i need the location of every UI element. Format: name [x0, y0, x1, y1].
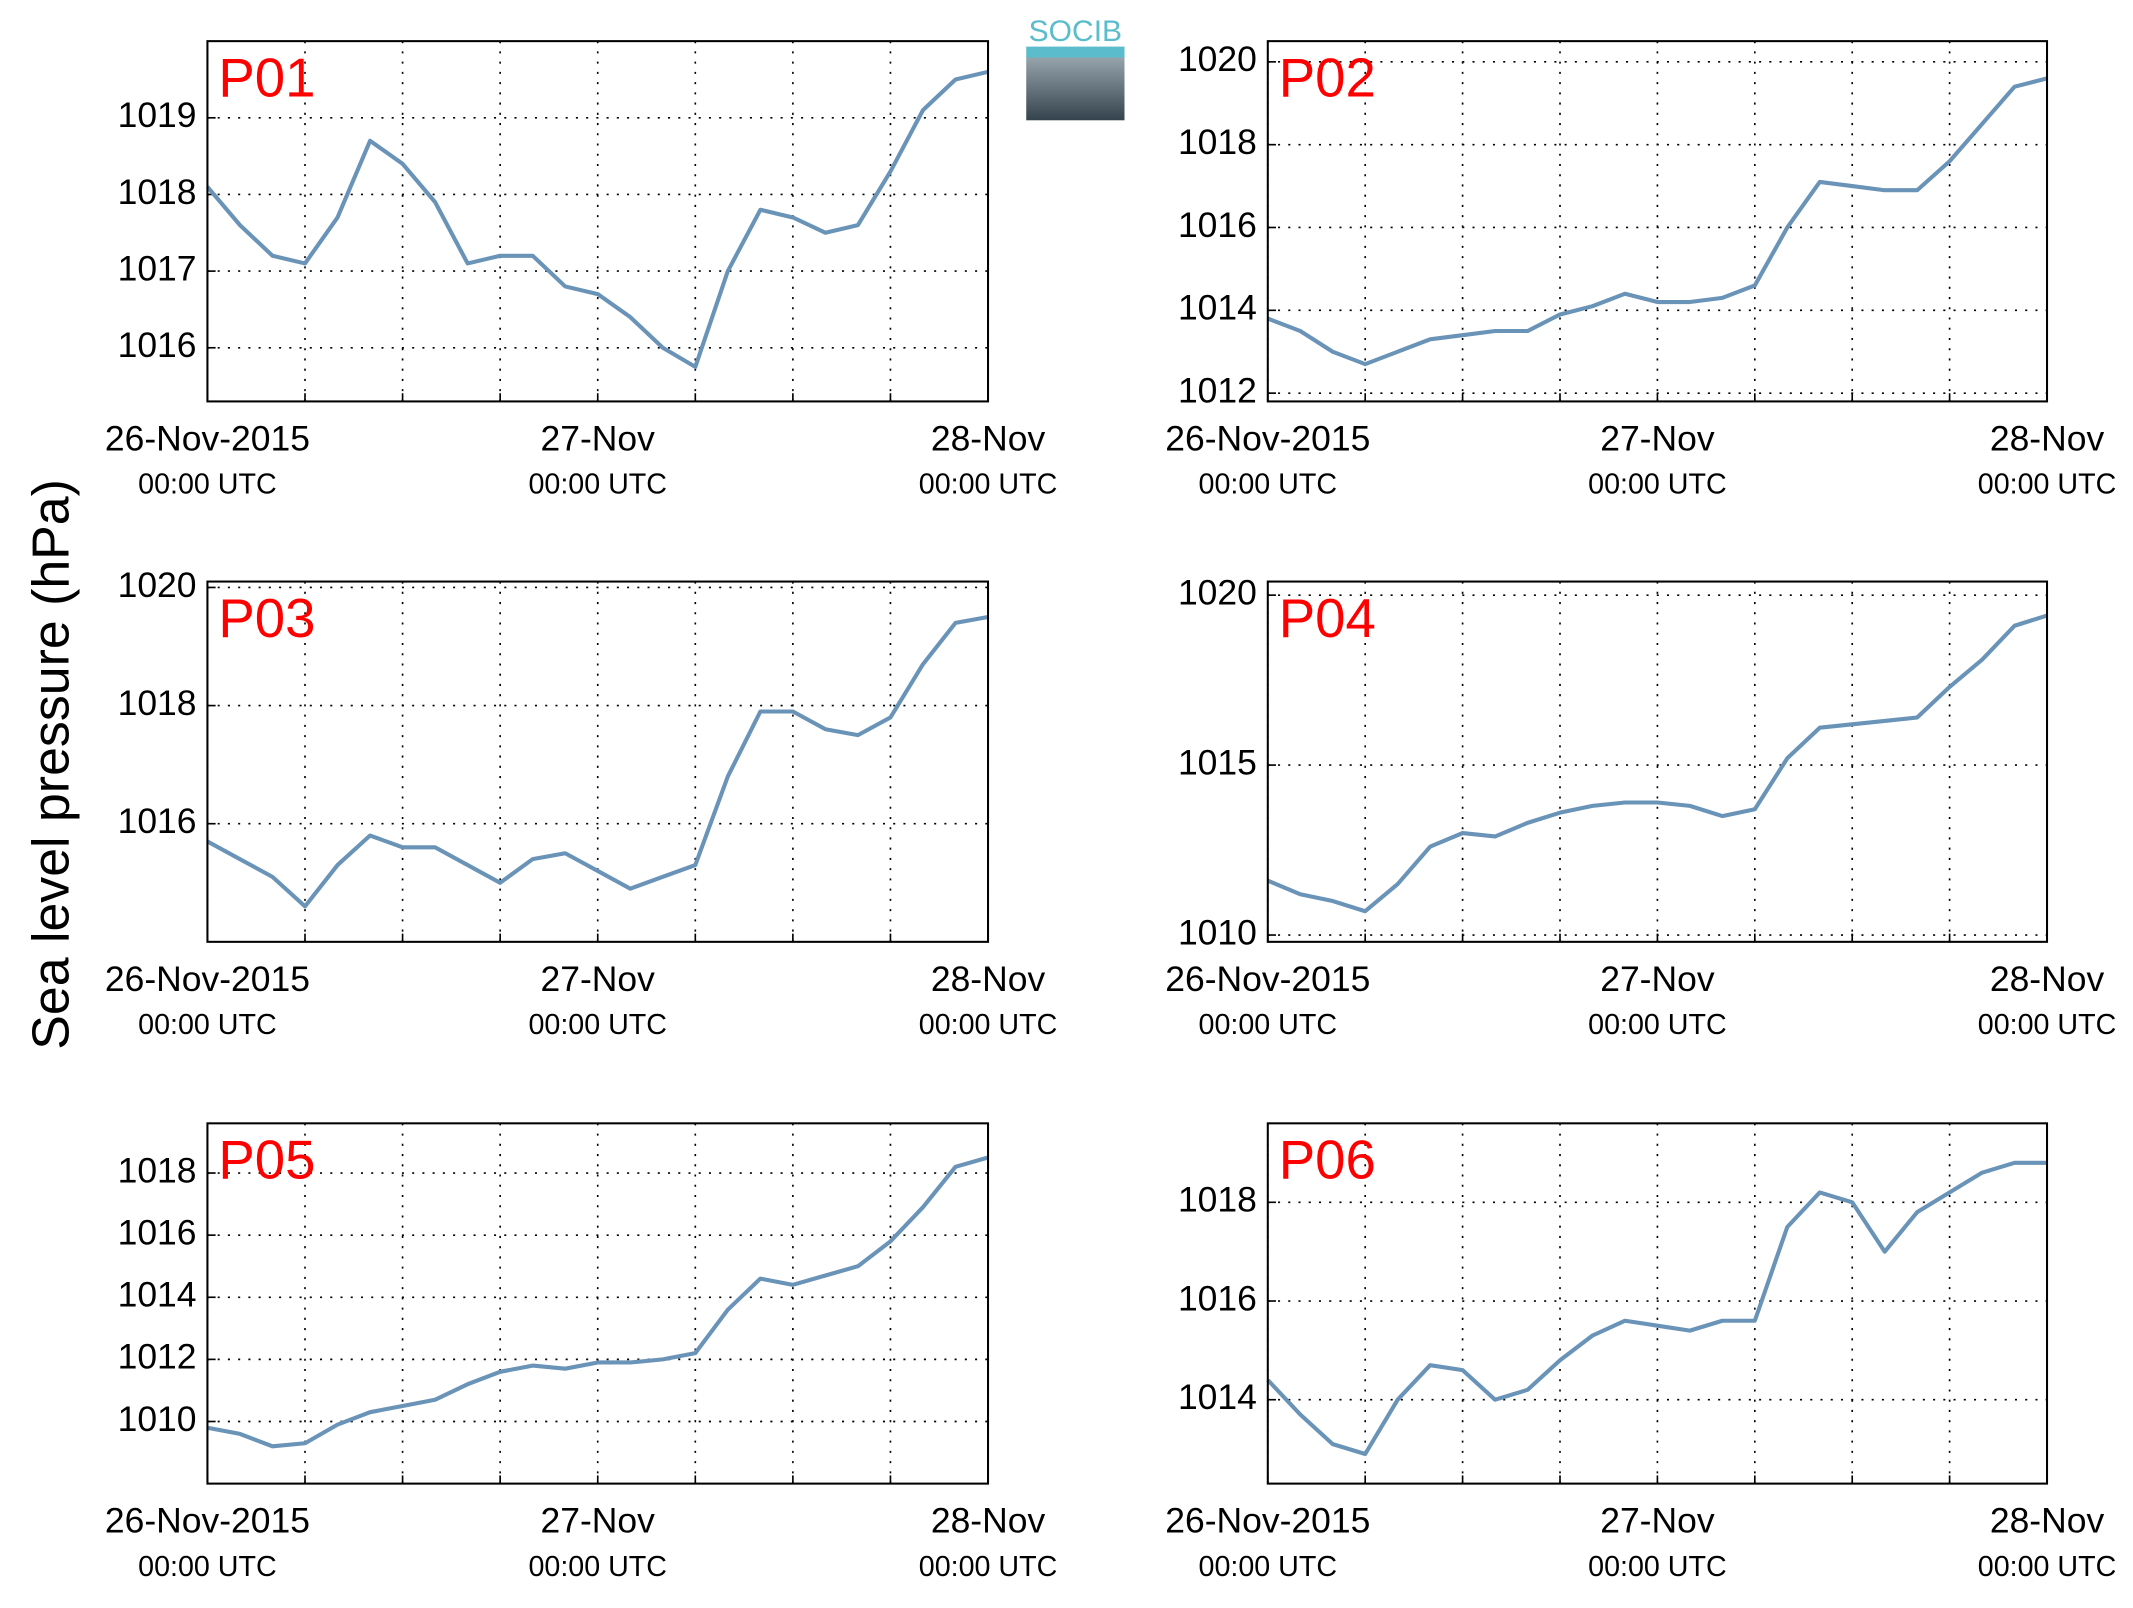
y-tick-label: 1020 — [1178, 39, 1257, 79]
y-tick-label: 1016 — [118, 1213, 197, 1253]
logo-text: SOCIB — [1029, 15, 1122, 48]
x-tick-label: 26-Nov-2015 — [1165, 959, 1370, 999]
y-tick-label: 1012 — [1178, 371, 1257, 411]
x-tick-label: 27-Nov — [1600, 1501, 1715, 1541]
x-tick-sublabel: 00:00 UTC — [528, 1009, 667, 1041]
data-line — [206, 614, 989, 909]
y-tick-label: 1010 — [118, 1399, 197, 1439]
y-tick-label: 1018 — [118, 172, 197, 212]
panel-title: P01 — [218, 48, 315, 109]
x-tick-label: 26-Nov-2015 — [105, 418, 310, 458]
plot-frame — [1266, 40, 2049, 403]
x-tick-label: 28-Nov — [931, 959, 1046, 999]
logo-block — [1026, 54, 1125, 121]
y-tick-label: 1015 — [1178, 742, 1257, 782]
x-tick-sublabel: 00:00 UTC — [1199, 469, 1338, 501]
x-tick-sublabel: 00:00 UTC — [1978, 1009, 2117, 1041]
data-line — [205, 69, 989, 369]
x-tick-sublabel: 00:00 UTC — [919, 1009, 1058, 1041]
logo-band — [1026, 46, 1125, 58]
panel-title: P05 — [218, 1130, 315, 1191]
y-tick-label: 1020 — [1178, 573, 1257, 613]
panel-title: P03 — [218, 588, 315, 649]
y-tick-label: 1010 — [1178, 912, 1257, 952]
x-tick-sublabel: 00:00 UTC — [1978, 469, 2117, 501]
y-tick-label: 1018 — [1178, 122, 1257, 162]
x-tick-label: 26-Nov-2015 — [105, 959, 310, 999]
y-tick-label: 1017 — [118, 248, 197, 288]
y-tick-label: 1018 — [118, 1150, 197, 1190]
x-tick-sublabel: 00:00 UTC — [919, 469, 1058, 501]
panel-title: P02 — [1279, 48, 1376, 109]
x-tick-sublabel: 00:00 UTC — [528, 469, 667, 501]
logo: SOCIB — [1026, 15, 1125, 121]
x-tick-sublabel: 00:00 UTC — [1588, 1009, 1727, 1041]
panel-title: P06 — [1279, 1130, 1376, 1191]
x-tick-label: 27-Nov — [1600, 959, 1715, 999]
x-tick-sublabel: 00:00 UTC — [138, 1009, 277, 1041]
y-tick-label: 1020 — [118, 565, 197, 605]
plot-frame — [206, 40, 990, 403]
x-tick-label: 28-Nov — [1990, 1501, 2105, 1541]
x-tick-sublabel: 00:00 UTC — [1588, 469, 1727, 501]
x-tick-label: 27-Nov — [541, 959, 656, 999]
y-tick-label: 1014 — [1178, 288, 1257, 328]
y-tick-label: 1019 — [118, 95, 197, 135]
x-tick-sublabel: 00:00 UTC — [138, 1551, 277, 1583]
y-tick-label: 1014 — [1178, 1377, 1257, 1417]
y-tick-label: 1018 — [118, 683, 197, 723]
x-tick-label: 27-Nov — [541, 418, 656, 458]
y-tick-label: 1016 — [118, 801, 197, 841]
y-tick-label: 1016 — [1178, 205, 1257, 245]
y-tick-label: 1016 — [118, 325, 197, 365]
x-tick-sublabel: 00:00 UTC — [919, 1551, 1058, 1583]
data-line — [1267, 613, 2048, 914]
x-tick-label: 26-Nov-2015 — [1165, 1501, 1370, 1541]
x-tick-label: 28-Nov — [1990, 959, 2105, 999]
x-tick-label: 26-Nov-2015 — [105, 1501, 310, 1541]
data-line — [1266, 1160, 2048, 1457]
data-line — [1267, 76, 2048, 367]
x-tick-sublabel: 00:00 UTC — [528, 1551, 667, 1583]
x-tick-label: 28-Nov — [931, 1501, 1046, 1541]
y-tick-label: 1016 — [1178, 1278, 1257, 1318]
x-tick-label: 27-Nov — [541, 1501, 656, 1541]
x-tick-label: 26-Nov-2015 — [1165, 418, 1370, 458]
x-tick-sublabel: 00:00 UTC — [1199, 1551, 1338, 1583]
x-tick-label: 28-Nov — [931, 418, 1046, 458]
x-tick-sublabel: 00:00 UTC — [1588, 1551, 1727, 1583]
x-tick-label: 28-Nov — [1990, 418, 2105, 458]
y-tick-label: 1018 — [1178, 1180, 1257, 1220]
x-tick-sublabel: 00:00 UTC — [1199, 1009, 1338, 1041]
plot-frame — [1266, 580, 2049, 943]
plot-frame — [206, 580, 990, 943]
panel-title: P04 — [1279, 588, 1376, 649]
plot-frame — [206, 1122, 990, 1485]
data-line — [207, 1155, 989, 1449]
y-tick-label: 1012 — [118, 1337, 197, 1377]
x-tick-sublabel: 00:00 UTC — [1978, 1551, 2117, 1583]
x-tick-label: 27-Nov — [1600, 418, 1715, 458]
x-tick-sublabel: 00:00 UTC — [138, 469, 277, 501]
plot-frame — [1266, 1122, 2049, 1485]
y-axis-label: Sea level pressure (hPa) — [21, 479, 79, 1050]
y-tick-label: 1014 — [118, 1275, 197, 1315]
